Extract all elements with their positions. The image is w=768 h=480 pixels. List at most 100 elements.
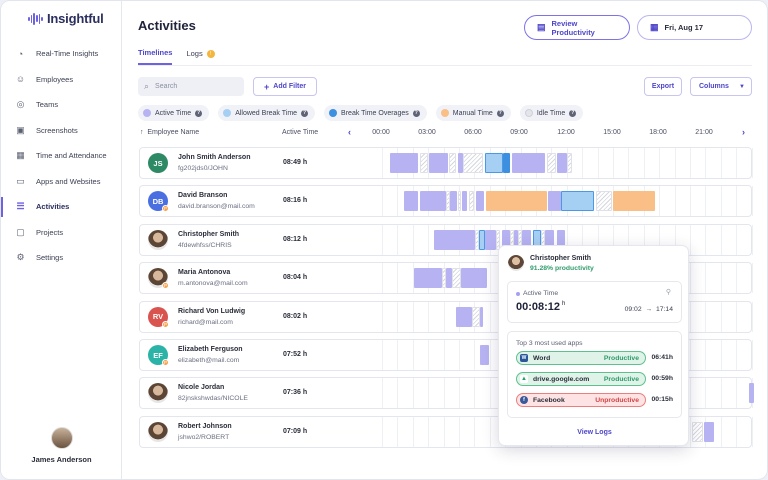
search-input[interactable]: ⌕ Search (138, 77, 244, 96)
timeline-gridline (720, 340, 722, 370)
timeline-gridline (428, 224, 430, 255)
help-icon[interactable]: ? (412, 109, 420, 117)
sidebar-item-settings[interactable]: ⚙ Settings (1, 245, 122, 271)
current-user[interactable]: James Anderson (1, 427, 122, 464)
active-time-segment[interactable] (446, 268, 452, 289)
table-row[interactable]: DB P David Branson david.branson@mail.com 08… (139, 185, 753, 218)
legend-swatch (440, 109, 449, 117)
active-time-segment[interactable] (557, 153, 567, 173)
active-time-segment[interactable] (480, 306, 483, 327)
active-time-segment[interactable] (475, 191, 484, 212)
tab-logs[interactable]: Logs! (186, 48, 215, 65)
timeline-gridline (751, 148, 753, 178)
idle-time-segment[interactable] (692, 421, 703, 442)
idle-time-segment[interactable] (566, 153, 573, 173)
table-row[interactable]: JS John Smith Anderson fg202jds0/JOHN 08:49… (139, 147, 753, 179)
active-time-segment[interactable] (501, 229, 510, 250)
hour-tick: 15:00 (603, 129, 621, 136)
logo[interactable]: Insightful (28, 11, 104, 26)
sidebar-item-label: Time and Attendance (36, 151, 107, 161)
active-time-segment[interactable] (556, 229, 565, 250)
app-row[interactable]: W Word Productive (516, 351, 646, 365)
idle-time-segment[interactable] (468, 191, 475, 212)
calendar-icon: ▦ (16, 150, 25, 161)
timeline-gridline (489, 416, 491, 447)
timeline-gridline (690, 340, 691, 370)
active-time-segment[interactable] (434, 229, 475, 250)
help-icon[interactable]: ? (496, 109, 504, 117)
idle-time-segment[interactable] (462, 153, 484, 173)
active-time-segment[interactable] (429, 153, 449, 173)
active-time-segment[interactable] (485, 229, 497, 250)
active-time-segment[interactable] (390, 153, 419, 173)
idle-time-segment[interactable] (546, 153, 557, 173)
active-time-segment[interactable] (461, 268, 487, 289)
legend-label: Manual Time (452, 109, 493, 117)
allowed-break-segment[interactable] (484, 153, 504, 173)
hour-axis: 00:00 03:00 06:00 09:00 12:00 15:00 18:00 21:00 (372, 129, 751, 139)
active-time-segment[interactable] (748, 383, 755, 404)
help-icon[interactable]: ? (301, 109, 309, 117)
sidebar-item-employees[interactable]: ☺ Employees (1, 67, 122, 93)
active-time-segment[interactable] (521, 229, 532, 250)
active-time-segment[interactable] (704, 421, 714, 442)
sidebar-item-activities[interactable]: ☰ Activities (1, 194, 122, 220)
active-time-segment[interactable] (420, 191, 446, 212)
sidebar-item-real-time-insights[interactable]: ◔ Real-Time Insights (1, 41, 122, 67)
sidebar-item-teams[interactable]: ◎ Teams (1, 92, 122, 118)
legend-manual-time[interactable]: Manual Time? (435, 105, 511, 121)
employee-name-header[interactable]: ↑ Employee Name (140, 129, 199, 136)
sidebar-item-projects[interactable]: ▢ Projects (1, 220, 122, 246)
active-time-segment[interactable] (544, 229, 555, 250)
active-time-segment[interactable] (548, 191, 561, 212)
manual-time-segment[interactable] (486, 191, 548, 212)
sidebar-item-apps-and-websites[interactable]: ▭ Apps and Websites (1, 169, 122, 195)
active-time-segment[interactable] (404, 191, 418, 212)
sidebar-item-label: Settings (36, 253, 64, 263)
idle-time-segment[interactable] (595, 191, 612, 212)
employee-active-time: 08:12 h (283, 235, 308, 243)
allowed-break-segment[interactable] (478, 229, 486, 250)
idle-time-segment[interactable] (419, 153, 428, 173)
allowed-break-segment[interactable] (560, 191, 595, 212)
chevron-right-icon[interactable]: › (742, 127, 745, 137)
legend-allowed-break-time[interactable]: Allowed Break Time? (218, 105, 316, 121)
legend-active-time[interactable]: Active Time? (138, 105, 210, 121)
help-icon[interactable]: ? (569, 109, 577, 117)
idle-time-segment[interactable] (449, 153, 457, 173)
active-time-segment[interactable] (480, 345, 490, 365)
app-row[interactable]: ▲ drive.google.com Productive (516, 372, 646, 386)
active-time-segment[interactable] (414, 268, 443, 289)
active-time-segment[interactable] (513, 229, 518, 250)
tab-timelines[interactable]: Timelines (138, 48, 173, 65)
review-productivity-button[interactable]: ▤ Review Productivity (524, 15, 630, 40)
add-filter-button[interactable]: + Add Filter (253, 77, 317, 96)
sidebar-nav: ◔ Real-Time Insights ☺ Employees ◎ Teams ▣ Scre… (1, 41, 122, 271)
chevron-left-icon[interactable]: ‹ (348, 127, 351, 137)
idle-time-segment[interactable] (451, 268, 462, 289)
legend-break-time-overages[interactable]: Break Time Overages? (324, 105, 427, 121)
app-row[interactable]: f Facebook Unproductive (516, 393, 646, 407)
idle-time-segment[interactable] (458, 191, 461, 212)
active-time-segment[interactable] (457, 153, 463, 173)
timeline-gridline (597, 148, 599, 178)
active-time-segment[interactable] (456, 306, 473, 327)
sidebar-item-screenshots[interactable]: ▣ Screenshots (1, 118, 122, 144)
idle-time-segment[interactable] (472, 306, 481, 327)
export-button[interactable]: Export (644, 77, 682, 96)
active-time-segment[interactable] (449, 191, 457, 212)
manual-time-segment[interactable] (613, 191, 656, 212)
help-icon[interactable]: ? (195, 109, 203, 117)
idle-time-segment[interactable] (442, 268, 447, 289)
active-time-segment[interactable] (462, 191, 468, 212)
legend-idle-time[interactable]: Idle Time? (519, 105, 584, 121)
active-time-segment[interactable] (511, 153, 546, 173)
idle-time-segment[interactable] (474, 229, 479, 250)
break-overage-segment[interactable] (503, 153, 511, 173)
app-time: 00:15h (651, 396, 673, 403)
sidebar-item-time-and-attendance[interactable]: ▦ Time and Attendance (1, 143, 122, 169)
columns-select[interactable]: Columns ▼ (690, 77, 752, 96)
date-picker-button[interactable]: ▦ Fri, Aug 17 (637, 15, 752, 40)
view-logs-link[interactable]: View Logs (577, 429, 612, 436)
idle-time-segment[interactable] (445, 191, 450, 212)
